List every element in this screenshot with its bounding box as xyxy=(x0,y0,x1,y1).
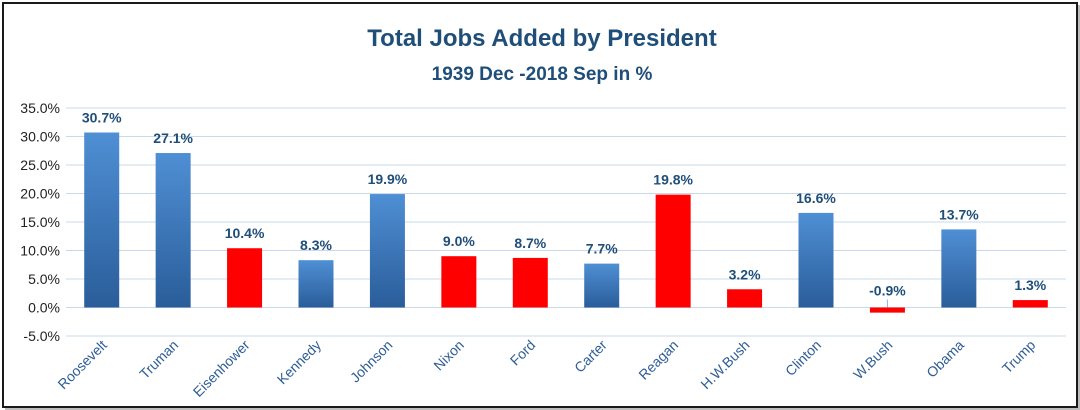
data-labels: 30.7% 27.1% 10.4% 8.3% 19.9% 9.0% 8.7% 7.7% 19.8… xyxy=(82,110,1047,308)
bar-h-w-bush xyxy=(727,289,763,308)
category-label: H.W.Bush xyxy=(697,337,752,392)
data-label: 30.7% xyxy=(82,110,122,126)
data-label: 19.9% xyxy=(368,171,408,187)
category-label: Kennedy xyxy=(274,337,324,387)
bar-eisenhower xyxy=(227,248,263,308)
gridlines xyxy=(66,107,1066,337)
category-label: Reagan xyxy=(635,337,681,383)
bar-obama xyxy=(941,229,977,308)
bar-nixon xyxy=(441,256,477,308)
y-tick-label: 15.0% xyxy=(20,214,60,230)
y-tick-label: 30.0% xyxy=(20,129,60,145)
bar-trump xyxy=(1012,300,1048,308)
data-label: 8.7% xyxy=(514,235,546,251)
bar-w-bush xyxy=(869,307,905,313)
data-label: 27.1% xyxy=(153,130,193,146)
data-label: 16.6% xyxy=(796,190,836,206)
category-label: Clinton xyxy=(782,337,824,379)
bar-clinton xyxy=(798,212,834,308)
bar-truman xyxy=(155,153,191,308)
y-tick-label: 5.0% xyxy=(28,271,60,287)
category-label: Eisenhower xyxy=(190,337,253,400)
bar-chart: Total Jobs Added by President 1939 Dec -… xyxy=(20,25,1066,400)
category-label: Trump xyxy=(999,337,1039,377)
category-label: W.Bush xyxy=(850,337,895,382)
category-label: Roosevelt xyxy=(54,337,109,392)
bars xyxy=(84,132,1048,313)
category-label: Carter xyxy=(571,337,610,376)
chart-subtitle: 1939 Dec -2018 Sep in % xyxy=(432,64,653,85)
y-axis-ticks: -5.0% 0.0% 5.0% 10.0% 15.0% 20.0% 25.0% 30.0% 35… xyxy=(20,100,60,344)
data-label: 3.2% xyxy=(729,266,761,282)
bar-kennedy xyxy=(298,260,334,308)
y-tick-label: 20.0% xyxy=(20,186,60,202)
y-tick-label: 0.0% xyxy=(28,300,60,316)
category-label: Ford xyxy=(507,337,539,369)
data-label: 7.7% xyxy=(586,241,618,257)
bar-roosevelt xyxy=(84,132,120,308)
y-tick-label: 25.0% xyxy=(20,157,60,173)
y-tick-label: 35.0% xyxy=(20,100,60,116)
bar-carter xyxy=(584,263,620,308)
bar-reagan xyxy=(655,194,691,308)
data-label: 13.7% xyxy=(939,206,979,222)
data-label: 8.3% xyxy=(300,237,332,253)
data-label: -0.9% xyxy=(869,283,906,299)
category-labels: Roosevelt Truman Eisenhower Kennedy Johnson N… xyxy=(54,337,1038,400)
data-label: 10.4% xyxy=(225,225,265,241)
category-label: Johnson xyxy=(347,337,396,386)
chart-title: Total Jobs Added by President xyxy=(367,25,716,52)
category-label: Obama xyxy=(923,337,967,381)
bar-ford xyxy=(512,257,548,308)
data-label: 1.3% xyxy=(1014,277,1046,293)
data-label: 9.0% xyxy=(443,233,475,249)
data-label: 19.8% xyxy=(653,172,693,188)
y-tick-label: -5.0% xyxy=(23,328,60,344)
category-label: Nixon xyxy=(430,337,467,374)
y-tick-label: 10.0% xyxy=(20,243,60,259)
category-label: Truman xyxy=(136,337,181,382)
bar-johnson xyxy=(369,194,405,308)
